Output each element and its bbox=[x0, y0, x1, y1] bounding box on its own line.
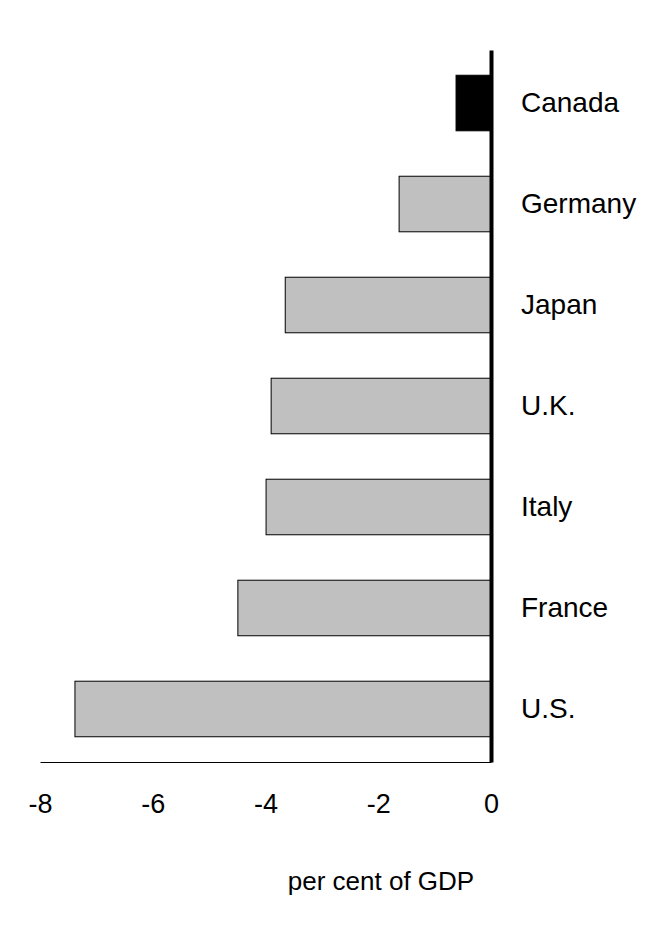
y-tick: Germany bbox=[491, 188, 636, 219]
y-tick: Canada bbox=[491, 87, 620, 118]
category-label: Japan bbox=[521, 289, 597, 320]
y-tick: Italy bbox=[491, 491, 572, 522]
x-tick: -2 bbox=[367, 762, 391, 819]
x-axis-line bbox=[41, 762, 492, 763]
x-tick-label: 0 bbox=[484, 789, 499, 819]
bar bbox=[266, 479, 491, 535]
x-tick: -6 bbox=[141, 762, 165, 819]
bar bbox=[285, 277, 491, 333]
y-axis: Canada Germany Japan U.K. Italy France U.S. bbox=[491, 51, 636, 763]
y-tick: U.S. bbox=[491, 693, 575, 724]
category-label: Germany bbox=[521, 188, 636, 219]
x-tick: -8 bbox=[28, 762, 52, 819]
category-label: Canada bbox=[521, 87, 620, 118]
x-tick-label: -2 bbox=[367, 789, 391, 819]
chart: -8 -6 -4 -2 0 Canada Germany Japan U.K. Italy Fran… bbox=[0, 0, 665, 934]
bars bbox=[75, 75, 491, 737]
bar bbox=[399, 176, 491, 232]
x-tick-label: -6 bbox=[141, 789, 165, 819]
y-tick: U.K. bbox=[491, 390, 575, 421]
bar bbox=[75, 681, 491, 737]
x-tick-label: -8 bbox=[28, 789, 52, 819]
zero-axis-line bbox=[490, 51, 494, 763]
x-axis-title: per cent of GDP bbox=[288, 866, 474, 896]
x-axis: -8 -6 -4 -2 0 bbox=[28, 762, 499, 819]
category-label: Italy bbox=[521, 491, 572, 522]
category-label: U.K. bbox=[521, 390, 575, 421]
category-label: France bbox=[521, 592, 608, 623]
x-tick: -4 bbox=[254, 762, 278, 819]
y-tick: France bbox=[491, 592, 608, 623]
bar bbox=[271, 378, 491, 434]
y-tick: Japan bbox=[491, 289, 597, 320]
x-tick: 0 bbox=[484, 762, 499, 819]
category-label: U.S. bbox=[521, 693, 575, 724]
x-tick-label: -4 bbox=[254, 789, 278, 819]
bar bbox=[456, 75, 491, 131]
bar bbox=[238, 580, 491, 636]
